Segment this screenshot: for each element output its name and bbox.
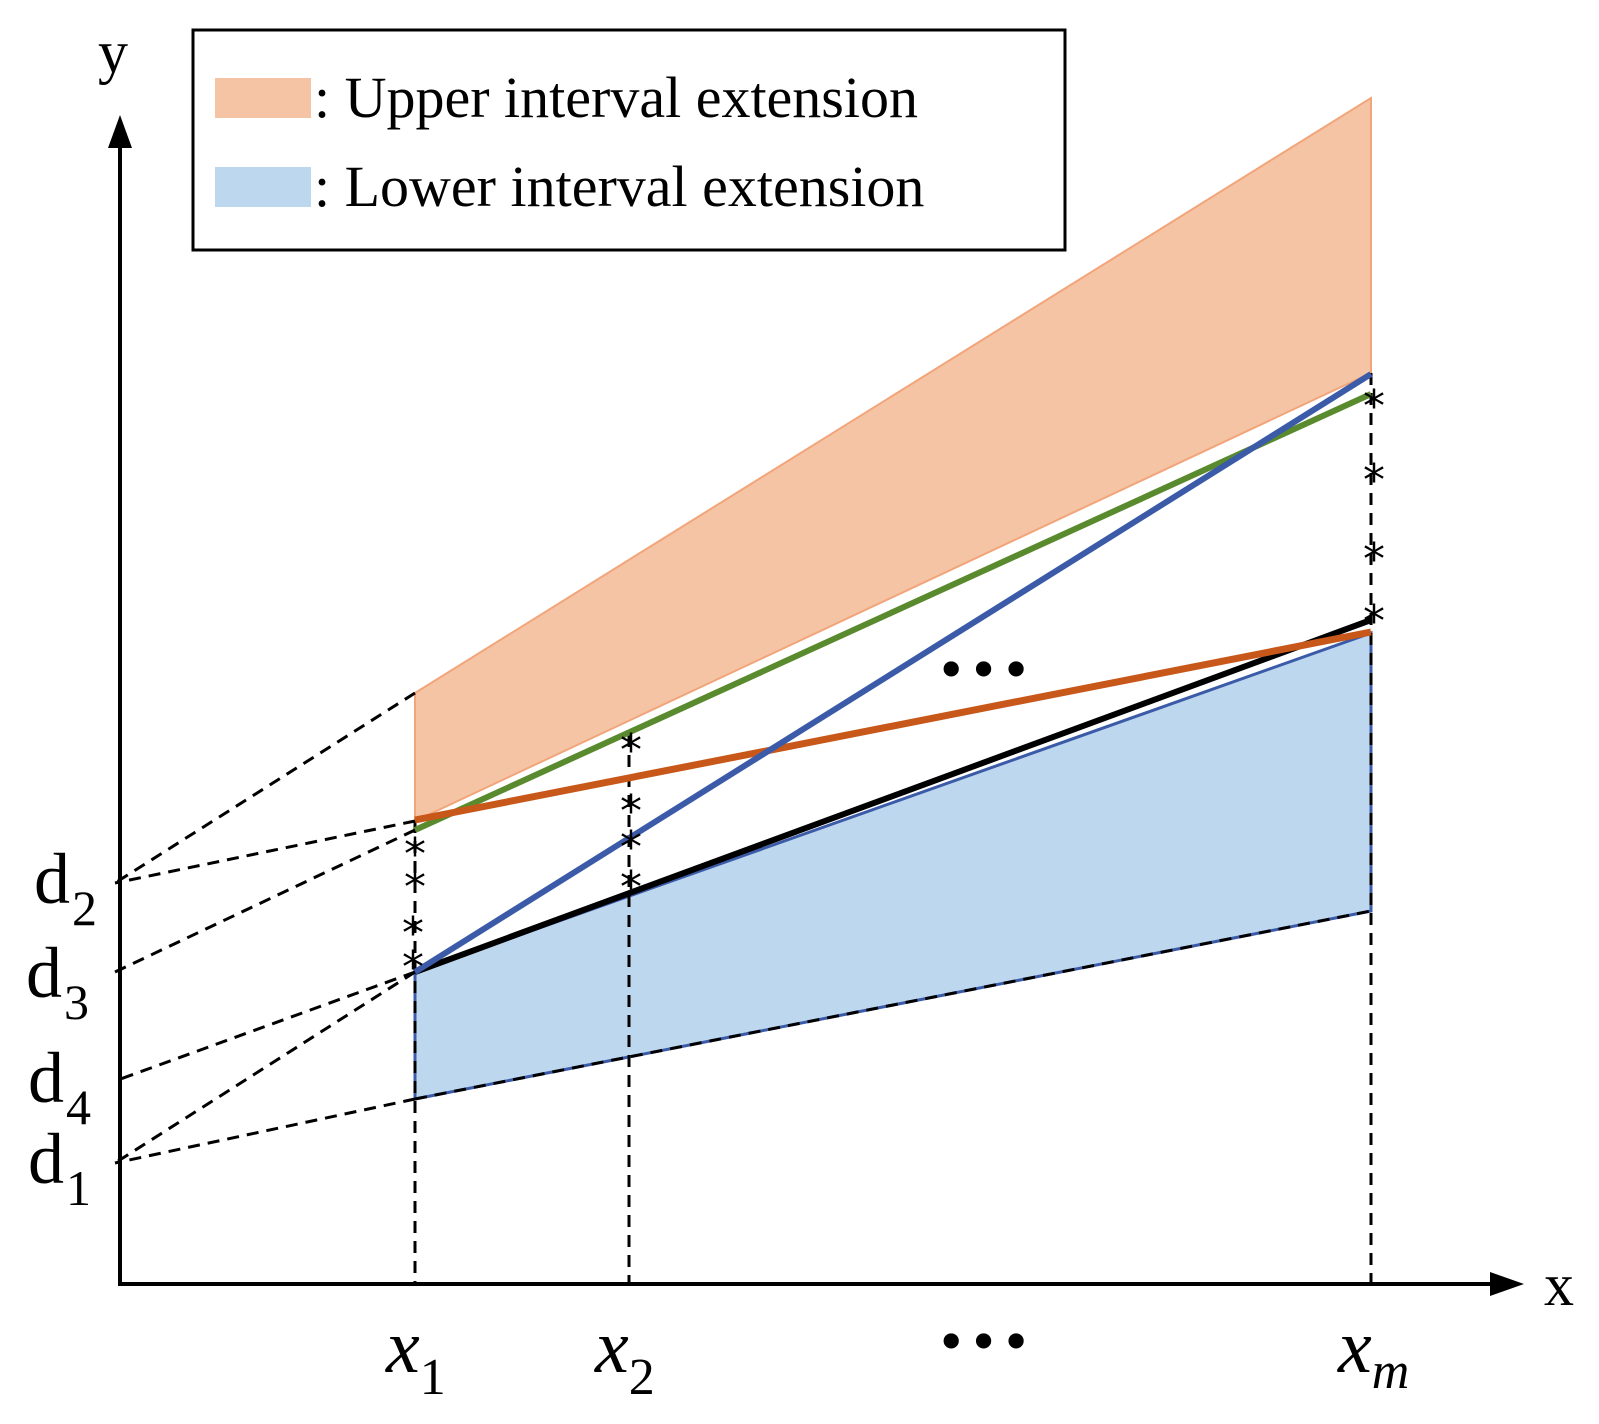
x-tick-xm: xm	[1337, 1305, 1409, 1400]
d-projection-lines	[114, 691, 1372, 1165]
dash-upper-top-to-d2	[114, 691, 416, 885]
d-label-d2: d2	[34, 839, 97, 936]
legend: : Upper interval extension : Lower inter…	[191, 28, 1067, 252]
star-marker: *	[402, 908, 424, 959]
y-axis-arrow	[108, 115, 132, 148]
star-marker: *	[620, 786, 642, 837]
x-tick-x2: x2	[594, 1305, 655, 1406]
legend-swatch-lower	[215, 167, 311, 207]
orange-fit-line	[414, 628, 1372, 824]
legend-box	[191, 28, 1067, 252]
d-label-d1: d1	[28, 1119, 91, 1216]
x-tick-x1: x1	[385, 1305, 446, 1406]
dash-to-d4	[114, 970, 416, 1083]
star-marker: *	[1363, 534, 1385, 585]
black-fit-line	[413, 617, 1373, 975]
d-labels: d2 d3 d4 d1	[26, 839, 97, 1216]
legend-swatch-upper	[215, 78, 311, 118]
dash-to-d1-b	[114, 1097, 416, 1165]
dash-to-d1-a	[114, 970, 416, 1165]
blue-fit-line	[413, 371, 1373, 975]
star-marker: *	[1363, 455, 1385, 506]
vertical-guides	[413, 373, 1373, 1284]
d-label-d4: d4	[28, 1038, 91, 1135]
star-marker: *	[402, 942, 424, 993]
star-marker: *	[620, 822, 642, 873]
star-marker: *	[620, 862, 642, 913]
d-label-d3: d3	[26, 933, 89, 1030]
ellipsis-axis: •••	[940, 1305, 1037, 1376]
star-marker: *	[620, 725, 642, 776]
x-tick-labels: x1 x2 xm	[385, 1305, 1409, 1406]
x-axis-label: x	[1544, 1252, 1574, 1318]
star-marker: *	[1363, 381, 1385, 432]
star-markers: * * * * * * * * * * * *	[402, 381, 1385, 993]
star-marker: *	[404, 829, 426, 880]
dash-to-d3	[114, 828, 416, 974]
legend-label-upper: : Upper interval extension	[314, 65, 918, 130]
x-axis-arrow	[1490, 1272, 1524, 1296]
axes: y x	[98, 19, 1574, 1318]
star-marker: *	[1363, 596, 1385, 647]
star-marker: *	[404, 862, 426, 913]
ellipsis-middle: •••	[940, 633, 1037, 704]
dash-upper-bottom-to-d2	[114, 819, 416, 885]
green-fit-line	[413, 391, 1373, 833]
legend-label-lower: : Lower interval extension	[314, 154, 924, 219]
lower-interval-band	[413, 630, 1373, 1101]
y-axis-label: y	[98, 19, 128, 85]
dash-lower-bottom	[414, 909, 1372, 1101]
